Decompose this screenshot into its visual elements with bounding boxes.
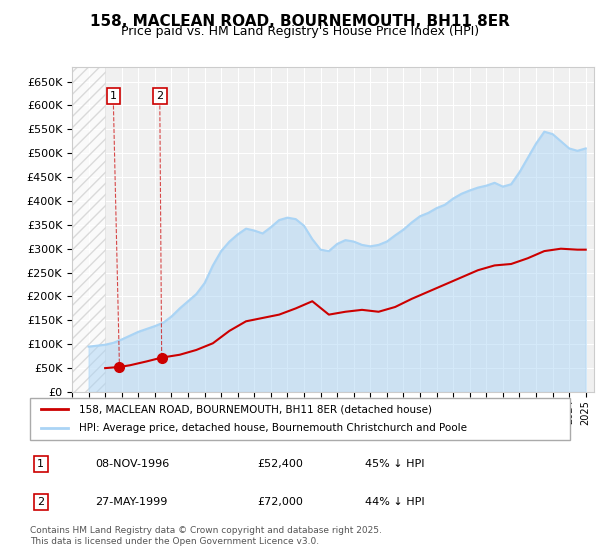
Text: 45% ↓ HPI: 45% ↓ HPI — [365, 459, 424, 469]
Text: 1: 1 — [37, 459, 44, 469]
Text: £52,400: £52,400 — [257, 459, 302, 469]
Text: 2: 2 — [156, 91, 163, 101]
Text: 1: 1 — [110, 91, 117, 101]
Text: 27-MAY-1999: 27-MAY-1999 — [95, 497, 167, 507]
Text: 08-NOV-1996: 08-NOV-1996 — [95, 459, 169, 469]
Text: 158, MACLEAN ROAD, BOURNEMOUTH, BH11 8ER (detached house): 158, MACLEAN ROAD, BOURNEMOUTH, BH11 8ER… — [79, 404, 431, 414]
Text: Contains HM Land Registry data © Crown copyright and database right 2025.
This d: Contains HM Land Registry data © Crown c… — [30, 526, 382, 546]
Text: HPI: Average price, detached house, Bournemouth Christchurch and Poole: HPI: Average price, detached house, Bour… — [79, 423, 467, 433]
Text: Price paid vs. HM Land Registry's House Price Index (HPI): Price paid vs. HM Land Registry's House … — [121, 25, 479, 38]
FancyBboxPatch shape — [30, 398, 570, 440]
Text: £72,000: £72,000 — [257, 497, 302, 507]
Text: 2: 2 — [37, 497, 44, 507]
Text: 44% ↓ HPI: 44% ↓ HPI — [365, 497, 424, 507]
Text: 158, MACLEAN ROAD, BOURNEMOUTH, BH11 8ER: 158, MACLEAN ROAD, BOURNEMOUTH, BH11 8ER — [90, 14, 510, 29]
